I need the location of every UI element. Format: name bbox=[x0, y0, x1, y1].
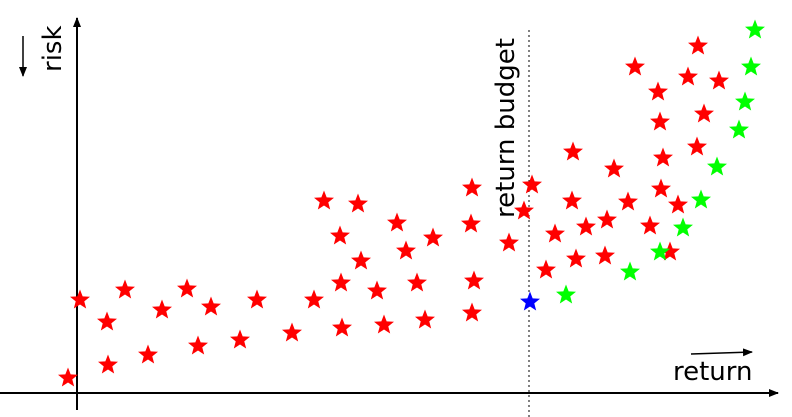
red-star bbox=[331, 272, 351, 292]
red-star bbox=[651, 178, 671, 198]
red-star bbox=[576, 216, 596, 236]
red-star bbox=[687, 136, 707, 156]
red-star bbox=[694, 103, 714, 123]
green-star bbox=[735, 91, 755, 111]
red-star bbox=[396, 240, 416, 260]
return-direction-arrow bbox=[690, 348, 753, 357]
red-star bbox=[648, 81, 668, 101]
red-star bbox=[97, 311, 117, 331]
red-star bbox=[562, 190, 582, 210]
red-star bbox=[367, 280, 387, 300]
red-star bbox=[618, 191, 638, 211]
red-star bbox=[499, 232, 519, 252]
green-star bbox=[691, 189, 711, 209]
red-star bbox=[660, 241, 680, 261]
red-star bbox=[536, 259, 556, 279]
red-star bbox=[58, 367, 78, 387]
red-star bbox=[650, 111, 670, 131]
red-star bbox=[423, 227, 443, 247]
green-star bbox=[707, 156, 727, 176]
red-star bbox=[709, 70, 729, 90]
red-star bbox=[374, 314, 394, 334]
green-star bbox=[745, 19, 765, 39]
red-star bbox=[201, 296, 221, 316]
blue-star bbox=[520, 291, 540, 311]
red-star bbox=[304, 289, 324, 309]
red-star bbox=[563, 141, 583, 161]
red-star bbox=[314, 190, 334, 210]
red-star bbox=[514, 200, 534, 220]
red-star bbox=[177, 278, 197, 298]
red-star bbox=[462, 177, 482, 197]
red-star bbox=[152, 299, 172, 319]
return-budget-label: return budget bbox=[491, 38, 521, 218]
red-star bbox=[461, 213, 481, 233]
red-star bbox=[640, 215, 660, 235]
red-star bbox=[387, 212, 407, 232]
red-star bbox=[98, 354, 118, 374]
red-star bbox=[230, 329, 250, 349]
red-star bbox=[138, 344, 158, 364]
red-star bbox=[332, 317, 352, 337]
red-star bbox=[247, 289, 267, 309]
red-star bbox=[595, 245, 615, 265]
red-star bbox=[415, 309, 435, 329]
green-star bbox=[620, 261, 640, 281]
red-star bbox=[115, 279, 135, 299]
green-star bbox=[556, 284, 576, 304]
green-star bbox=[729, 119, 749, 139]
risk-axis-label: risk bbox=[38, 25, 68, 72]
red-star bbox=[545, 223, 565, 243]
red-star bbox=[604, 158, 624, 178]
red-star bbox=[348, 193, 368, 213]
red-star bbox=[625, 56, 645, 76]
return-axis-label: return bbox=[673, 357, 753, 387]
red-star bbox=[566, 248, 586, 268]
points-group bbox=[58, 19, 765, 387]
red-star bbox=[522, 174, 542, 194]
red-star bbox=[597, 209, 617, 229]
red-star bbox=[462, 302, 482, 322]
red-star bbox=[653, 147, 673, 167]
red-star bbox=[330, 225, 350, 245]
red-star bbox=[668, 194, 688, 214]
red-star bbox=[407, 272, 427, 292]
green-star bbox=[673, 217, 693, 237]
red-star bbox=[282, 322, 302, 342]
red-star bbox=[351, 250, 371, 270]
green-star bbox=[650, 241, 670, 261]
red-star bbox=[688, 35, 708, 55]
red-star bbox=[678, 66, 698, 86]
green-star bbox=[741, 56, 761, 76]
red-star bbox=[464, 270, 484, 290]
red-star bbox=[188, 335, 208, 355]
red-star bbox=[70, 289, 90, 309]
